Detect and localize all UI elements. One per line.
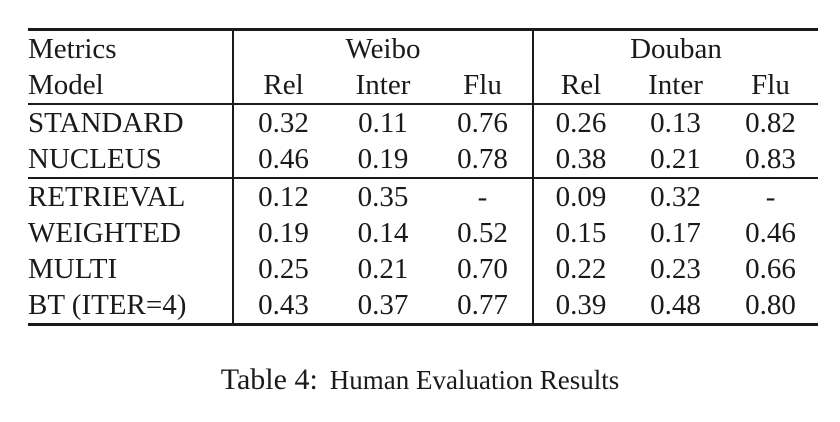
value-cell: 0.15 bbox=[555, 217, 607, 249]
header-subcolumn-row: Model Rel Inter Flu Rel Inter Flu bbox=[28, 67, 819, 105]
value-cell: 0.70 bbox=[433, 251, 535, 287]
douban-flu-header: Flu bbox=[723, 67, 819, 105]
row-standard: STANDARD 0.32 0.11 0.76 0.26 0.13 0.82 bbox=[28, 104, 818, 141]
value-cell: 0.48 bbox=[628, 287, 724, 326]
caption-text: Human Evaluation Results bbox=[329, 365, 620, 395]
value-cell: 0.35 bbox=[333, 177, 433, 215]
weibo-group-header: Weibo bbox=[233, 28, 535, 67]
human-evaluation-table: Metrics Weibo Douban Model Rel Inter Flu… bbox=[28, 28, 819, 326]
value-cell: 0.66 bbox=[745, 253, 796, 285]
row-multi: MULTI 0.25 0.21 0.70 0.22 0.23 0.66 bbox=[28, 251, 818, 287]
value-cell: 0.46 bbox=[745, 217, 796, 249]
value-cell: 0.83 bbox=[745, 143, 796, 175]
weibo-flu-header: Flu bbox=[433, 67, 535, 105]
value-cell: 0.21 bbox=[357, 253, 409, 285]
value-cell: 0.32 bbox=[628, 177, 724, 215]
table-caption: Table 4: Human Evaluation Results bbox=[0, 358, 840, 407]
row-nucleus: NUCLEUS 0.46 0.19 0.78 0.38 0.21 0.83 bbox=[28, 141, 818, 178]
value-cell: 0.19 bbox=[258, 217, 309, 249]
value-cell: 0.78 bbox=[433, 141, 535, 178]
caption-label: Table 4: bbox=[220, 363, 318, 396]
value-cell: - bbox=[723, 177, 819, 215]
value-cell: 0.46 bbox=[258, 143, 309, 175]
value-cell: 0.09 bbox=[533, 177, 629, 215]
value-cell: 0.26 bbox=[555, 107, 607, 139]
model-header: Model bbox=[28, 67, 234, 105]
value-cell: 0.80 bbox=[723, 287, 819, 326]
douban-inter-header: Inter bbox=[628, 67, 724, 105]
value-cell: 0.39 bbox=[533, 287, 629, 326]
model-cell: NUCLEUS bbox=[28, 141, 234, 178]
value-cell: 0.13 bbox=[650, 107, 701, 139]
weibo-inter-header: Inter bbox=[333, 67, 433, 105]
model-cell: WEIGHTED bbox=[28, 215, 234, 251]
row-retrieval: RETRIEVAL 0.12 0.35 - 0.09 0.32 - bbox=[28, 177, 819, 215]
value-cell: 0.38 bbox=[555, 143, 607, 175]
value-cell: 0.37 bbox=[333, 287, 433, 326]
model-cell: STANDARD bbox=[28, 104, 234, 141]
header-group-row: Metrics Weibo Douban bbox=[28, 28, 819, 67]
row-bt-iter4: BT (ITER=4) 0.43 0.37 0.77 0.39 0.48 0.8… bbox=[28, 287, 819, 326]
value-cell: 0.52 bbox=[433, 215, 535, 251]
value-cell: 0.14 bbox=[357, 217, 409, 249]
value-cell: 0.19 bbox=[357, 143, 409, 175]
value-cell: 0.17 bbox=[650, 217, 701, 249]
metrics-header: Metrics bbox=[28, 28, 234, 67]
model-cell: BT (ITER=4) bbox=[28, 287, 234, 326]
value-cell: 0.77 bbox=[433, 287, 535, 326]
value-cell: 0.76 bbox=[433, 104, 535, 141]
value-cell: 0.25 bbox=[258, 253, 309, 285]
value-cell: 0.82 bbox=[745, 107, 796, 139]
row-weighted: WEIGHTED 0.19 0.14 0.52 0.15 0.17 0.46 bbox=[28, 215, 818, 251]
douban-rel-header: Rel bbox=[533, 67, 629, 105]
value-cell: 0.12 bbox=[233, 177, 333, 215]
value-cell: 0.43 bbox=[233, 287, 333, 326]
value-cell: - bbox=[433, 177, 535, 215]
value-cell: 0.11 bbox=[358, 107, 408, 139]
weibo-rel-header: Rel bbox=[233, 67, 333, 105]
value-cell: 0.23 bbox=[650, 253, 701, 285]
value-cell: 0.32 bbox=[258, 107, 309, 139]
value-cell: 0.21 bbox=[650, 143, 701, 175]
value-cell: 0.22 bbox=[555, 253, 607, 285]
model-cell: RETRIEVAL bbox=[28, 177, 234, 215]
model-cell: MULTI bbox=[28, 251, 234, 287]
douban-group-header: Douban bbox=[533, 28, 819, 67]
